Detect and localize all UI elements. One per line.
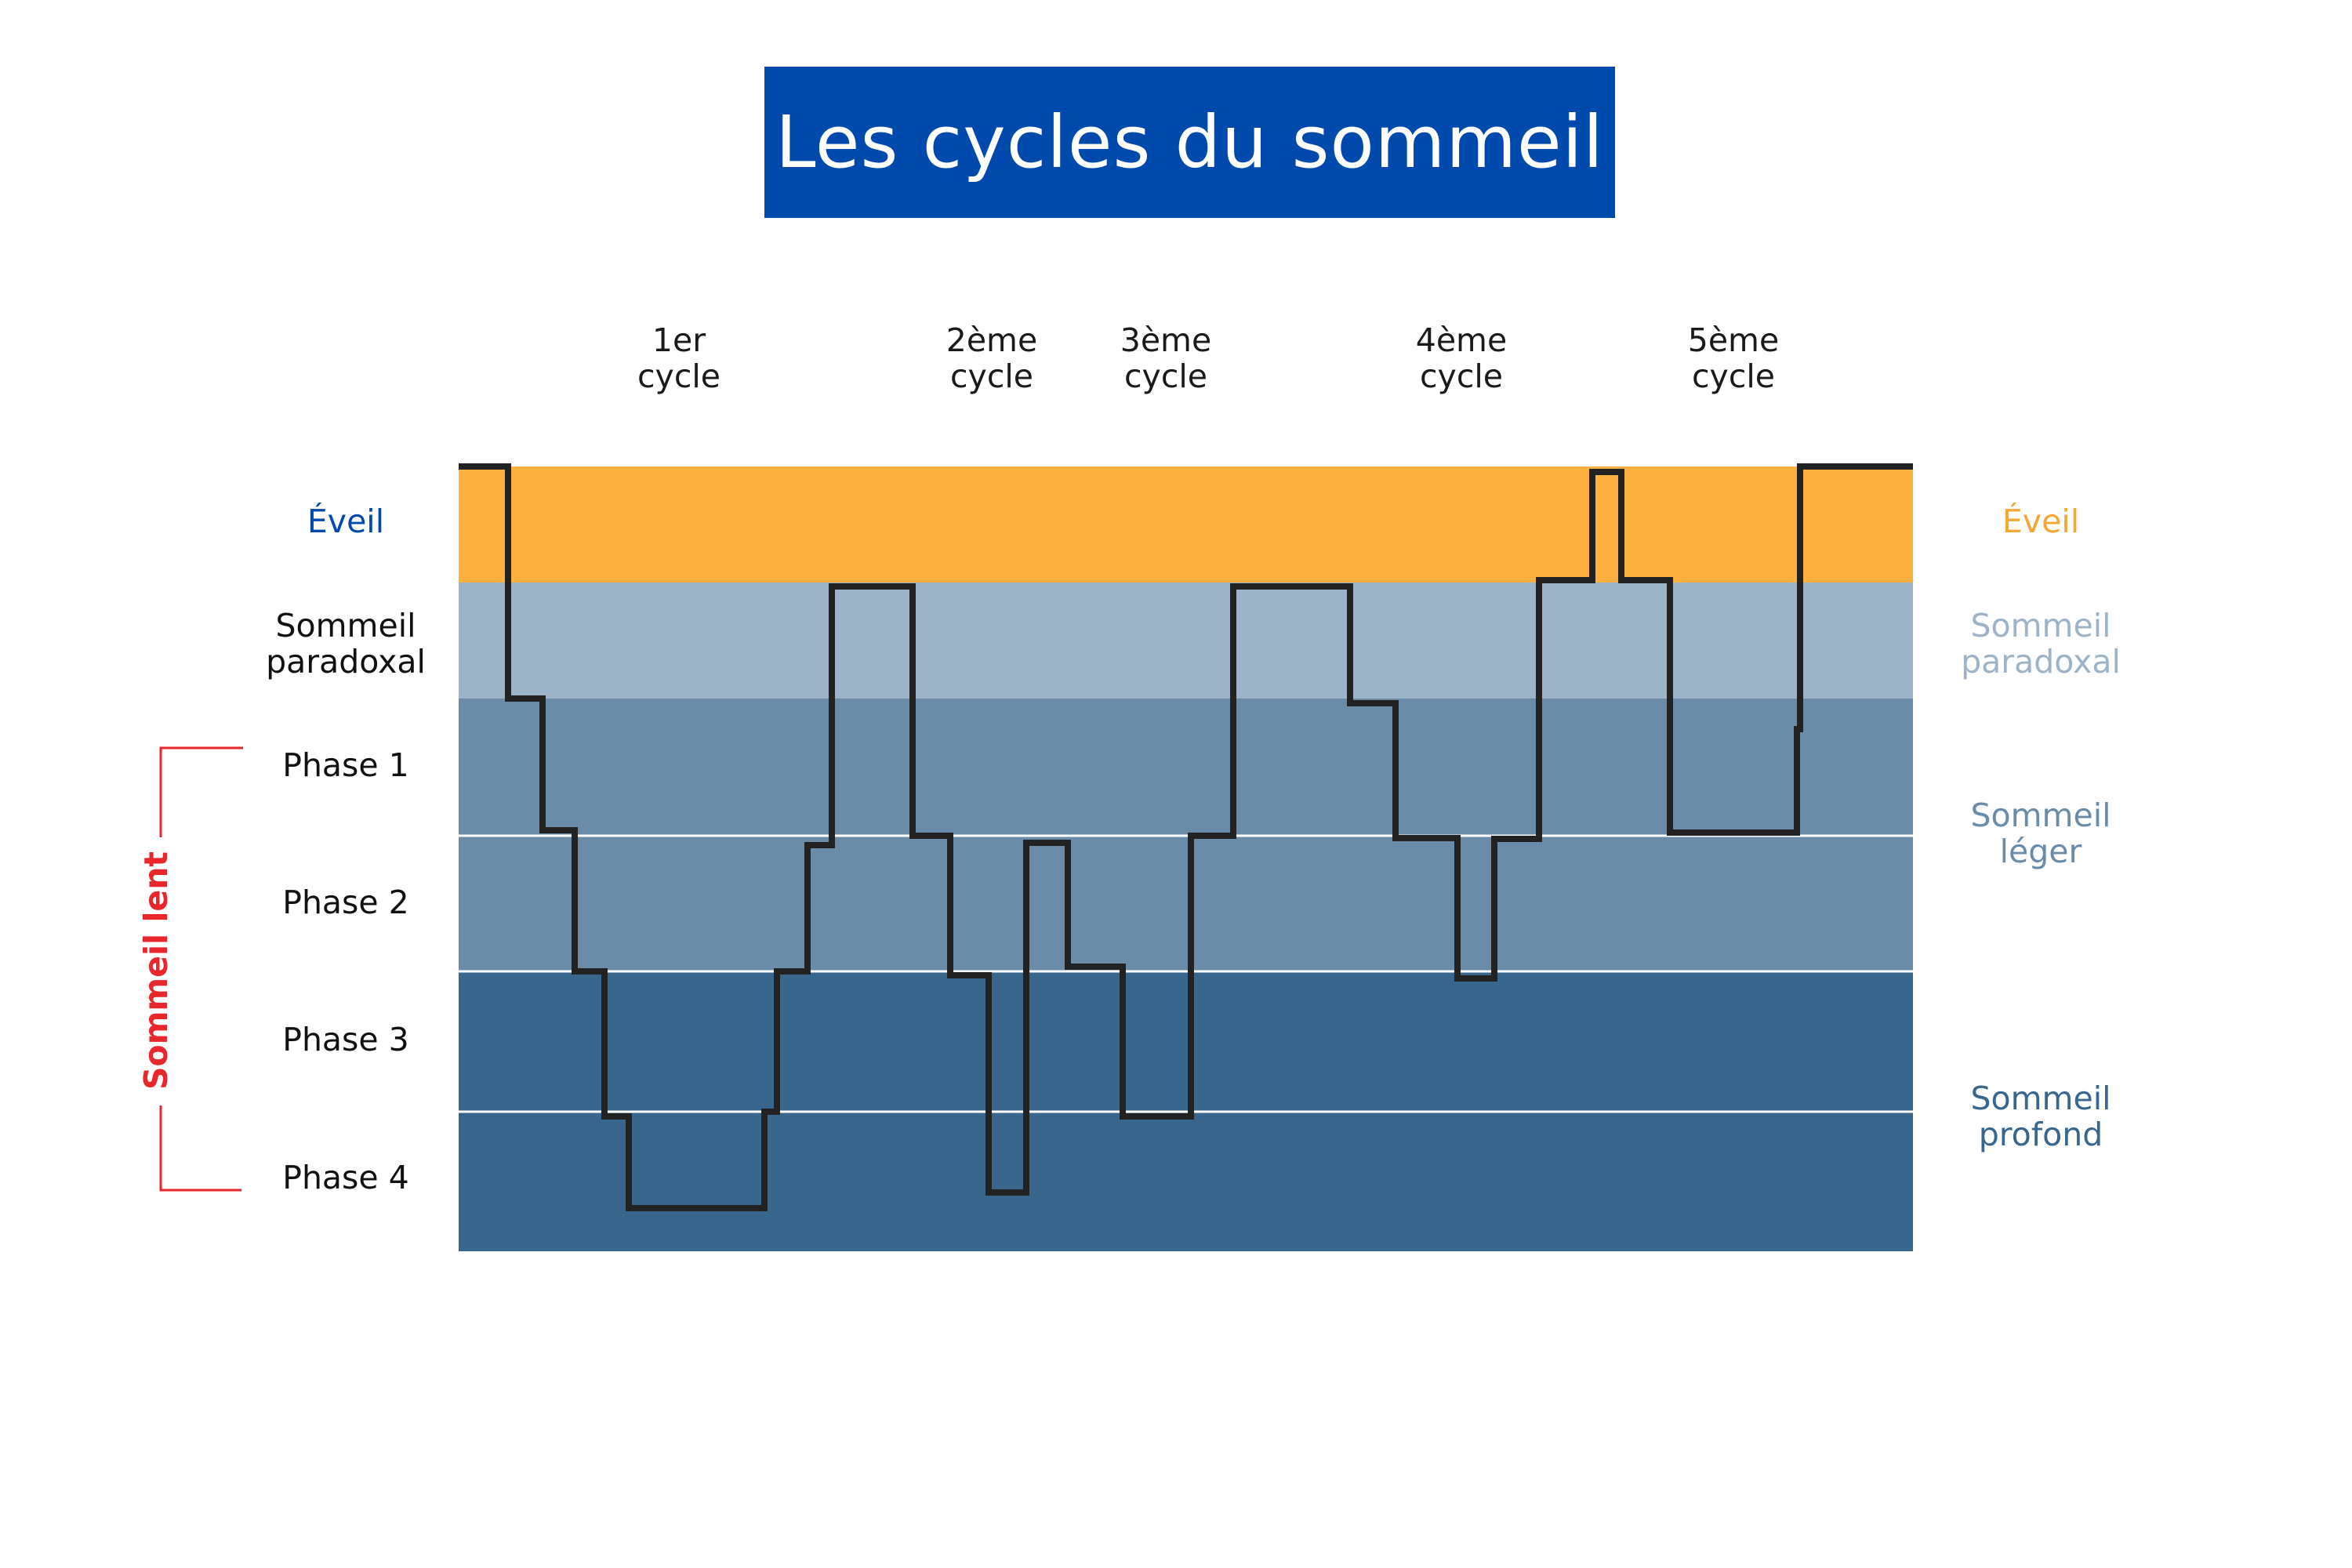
left-label-eveil: Éveil [307, 503, 384, 540]
title-banner: Les cycles du sommeil [764, 67, 1615, 218]
right-label-leger-line1: Sommeil [1971, 797, 2111, 834]
right-label-leger-line2: léger [2000, 833, 2082, 870]
bracket-top [159, 746, 243, 837]
cycle-1-label-line1: 1er [652, 321, 706, 359]
right-label-paradoxal-line2: paradoxal [1961, 643, 2121, 681]
left-label-phase1: Phase 1 [282, 746, 409, 784]
cycle-5-label-line2: cycle [1692, 358, 1775, 395]
right-label-profond-line2: profond [1979, 1116, 2103, 1153]
right-label-paradoxal-line1: Sommeil [1971, 607, 2111, 644]
cycle-2-label-line2: cycle [950, 358, 1033, 395]
cycle-4-label-line1: 4ème [1416, 321, 1507, 359]
left-label-phase3: Phase 3 [282, 1021, 409, 1058]
hypnogram-line [459, 463, 1913, 1211]
right-label-profond-line1: Sommeil [1971, 1080, 2111, 1117]
sommeil-lent-label: Sommeil lent [137, 851, 175, 1090]
band-paradoxal [459, 583, 1913, 699]
cycle-3-label-line1: 3ème [1120, 321, 1211, 359]
left-label-phase2: Phase 2 [282, 884, 409, 921]
page-title: Les cycles du sommeil [775, 100, 1604, 184]
cycle-4-label-line2: cycle [1420, 358, 1503, 395]
left-label-paradoxal-line2: paradoxal [266, 643, 426, 681]
stage-bands [459, 466, 1913, 1251]
left-label-paradoxal-line1: Sommeil [276, 607, 416, 644]
cycle-labels: 1er cycle 2ème cycle 3ème cycle 4ème cyc… [637, 321, 1779, 395]
left-label-phase4: Phase 4 [282, 1159, 409, 1196]
right-label-eveil: Éveil [2002, 503, 2079, 540]
cycle-2-label-line1: 2ème [946, 321, 1037, 359]
cycle-1-label-line2: cycle [637, 358, 720, 395]
cycle-5-label-line1: 5ème [1688, 321, 1779, 359]
band-eveil [459, 466, 1913, 583]
left-labels: Éveil Sommeil paradoxal Phase 1 Phase 2 … [266, 503, 426, 1196]
cycle-3-label-line2: cycle [1124, 358, 1207, 395]
bracket-bottom [159, 1105, 241, 1192]
right-labels: Éveil Sommeil paradoxal Sommeil léger So… [1961, 503, 2121, 1153]
sommeil-lent-bracket [159, 746, 243, 1192]
